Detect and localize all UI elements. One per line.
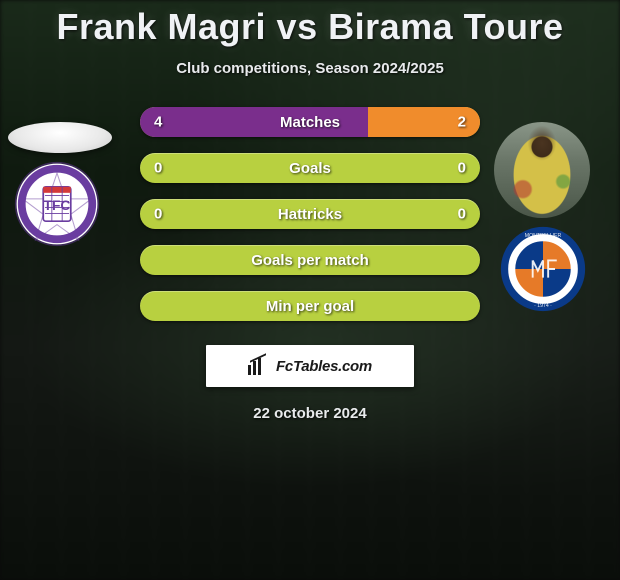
watermark-text: FcTables.com: [276, 358, 372, 375]
date-label: 22 october 2024: [0, 405, 620, 422]
stat-label: Goals: [289, 160, 331, 177]
stat-row: Goals per match: [140, 245, 480, 275]
stat-row: 0 0 Hattricks: [140, 199, 480, 229]
player-left-block: TFC: [8, 122, 112, 247]
watermark-badge: FcTables.com: [206, 345, 414, 387]
stat-value-left: 0: [154, 206, 162, 223]
stat-value-left: 4: [154, 114, 162, 131]
player-left-avatar: [8, 122, 112, 153]
stat-value-right: 2: [458, 114, 466, 131]
stat-label: Min per goal: [266, 298, 354, 315]
subtitle: Club competitions, Season 2024/2025: [0, 60, 620, 77]
svg-text:MONTPELLIER: MONTPELLIER: [525, 233, 562, 239]
player-left-club-badge: TFC: [8, 161, 106, 247]
svg-text:· 1974 ·: · 1974 ·: [534, 303, 552, 309]
svg-text:TFC: TFC: [44, 198, 71, 213]
player-right-block: MONTPELLIER · 1974 ·: [494, 122, 592, 312]
chart-icon: [248, 357, 270, 375]
stat-row: 0 0 Goals: [140, 153, 480, 183]
player-right-club-badge: MONTPELLIER · 1974 ·: [494, 226, 592, 312]
stat-value-right: 0: [458, 206, 466, 223]
page-title: Frank Magri vs Birama Toure: [0, 6, 620, 48]
stat-label: Matches: [280, 114, 340, 131]
mhsc-badge-icon: MONTPELLIER · 1974 ·: [500, 226, 586, 312]
stat-label: Goals per match: [251, 252, 369, 269]
stat-row: 4 2 Matches: [140, 107, 480, 137]
tfc-badge-icon: TFC: [14, 161, 100, 247]
stat-value-right: 0: [458, 160, 466, 177]
stat-label: Hattricks: [278, 206, 342, 223]
player-right-avatar: [494, 122, 590, 218]
stats-list: 4 2 Matches 0 0 Goals 0 0 Hattricks Goals per mat…: [140, 107, 480, 321]
stat-value-left: 0: [154, 160, 162, 177]
comparison-card: Frank Magri vs Birama Toure Club competi…: [0, 0, 620, 580]
stat-row: Min per goal: [140, 291, 480, 321]
